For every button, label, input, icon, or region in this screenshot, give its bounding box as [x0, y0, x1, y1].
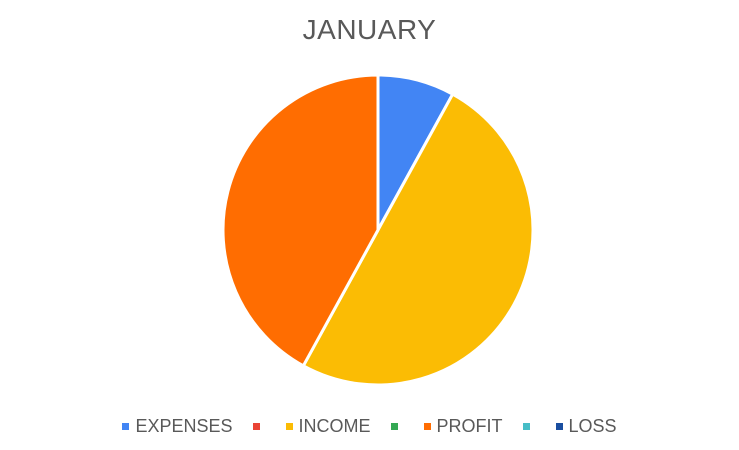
legend-label: EXPENSES	[135, 416, 233, 436]
legend-label: INCOME	[298, 416, 371, 436]
legend-swatch	[522, 423, 530, 430]
legend-label: PROFIT	[436, 416, 503, 436]
legend-label: LOSS	[568, 416, 617, 436]
pie-slice-profit	[221, 73, 380, 368]
legend-item	[390, 423, 404, 430]
legend-swatch	[390, 423, 398, 430]
legend-item: PROFIT	[423, 416, 503, 437]
legend-swatch	[122, 423, 130, 430]
legend-item	[522, 423, 536, 430]
legend-swatch	[555, 423, 563, 430]
chart-title: JANUARY	[302, 14, 437, 45]
legend-item: INCOME	[285, 416, 371, 437]
legend-swatch	[252, 423, 260, 430]
legend-swatch	[285, 423, 293, 430]
legend-item	[252, 423, 266, 430]
legend-item: LOSS	[555, 416, 617, 437]
legend-item: EXPENSES	[122, 416, 233, 437]
legend: EXPENSES INCOME PROFIT LOSS	[0, 416, 739, 437]
legend-swatch	[423, 423, 431, 430]
pie-slice-income	[301, 92, 535, 387]
